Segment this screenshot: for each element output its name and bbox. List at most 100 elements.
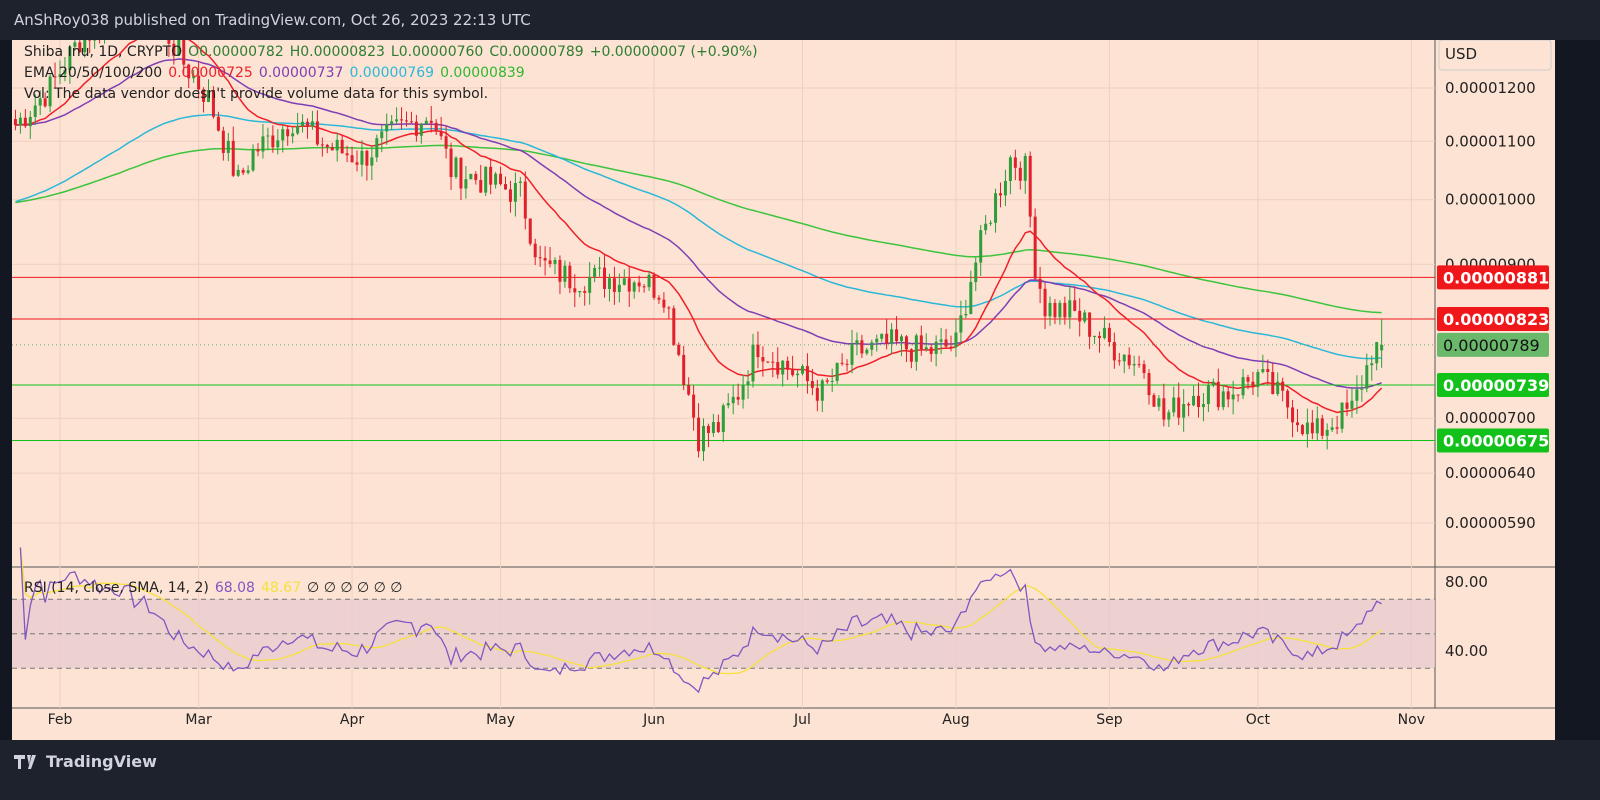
- candle-body: [1023, 155, 1027, 181]
- candle: [964, 299, 968, 319]
- candle: [98, 22, 102, 44]
- candle: [286, 125, 290, 146]
- candle: [776, 347, 780, 379]
- candle: [449, 142, 453, 191]
- rsi-legend: RSI (14, close, SMA, 14, 2) 68.08 48.67 ∅ ∅…: [24, 580, 408, 596]
- candle-body: [325, 144, 329, 148]
- candle-body: [756, 344, 760, 358]
- candle-body: [350, 155, 354, 163]
- candle-body: [246, 170, 250, 173]
- candle: [48, 74, 52, 113]
- candle-body: [1028, 155, 1032, 217]
- candle: [1167, 409, 1171, 427]
- candle: [1360, 375, 1364, 402]
- ema50-line: [15, 58, 1382, 389]
- symbol-name[interactable]: Shiba Inu, 1D, CRYPTO: [24, 44, 183, 60]
- candle-body: [558, 259, 562, 282]
- price-chart[interactable]: Feb Mar Apr May Jun Jul Aug Sep Oct Nov 0.00001200…: [12, 0, 1555, 740]
- candle-body: [786, 360, 790, 370]
- candle-body: [187, 64, 191, 79]
- candle: [18, 112, 22, 134]
- candle: [1083, 309, 1087, 324]
- candle: [1291, 399, 1295, 438]
- candle: [845, 359, 849, 372]
- candle-body: [489, 166, 493, 185]
- candle-body: [177, 39, 181, 56]
- candle-body: [479, 180, 483, 193]
- candle: [489, 158, 493, 195]
- candle: [1192, 385, 1196, 407]
- candle-body: [568, 265, 572, 289]
- candle-body: [226, 140, 230, 153]
- candle: [256, 143, 260, 157]
- candle: [365, 149, 369, 181]
- candle: [1043, 282, 1047, 330]
- candle: [38, 90, 42, 115]
- candle: [508, 180, 512, 213]
- candle: [469, 173, 473, 180]
- rsi-sma-line: [19, 547, 1383, 675]
- candle-body: [791, 369, 795, 376]
- candle: [801, 364, 804, 376]
- candle: [1078, 298, 1082, 337]
- candle: [637, 275, 641, 293]
- candle-body: [974, 262, 978, 283]
- candle-body: [667, 307, 671, 309]
- candle: [538, 245, 542, 267]
- ohlc-open: O0.00000782: [188, 44, 284, 60]
- candle-body: [875, 338, 879, 343]
- candle: [310, 110, 314, 130]
- candle-body: [1043, 288, 1047, 317]
- candle-body: [1330, 427, 1334, 430]
- candle-body: [1003, 180, 1007, 196]
- candle-body: [900, 336, 903, 342]
- candle-body: [1142, 364, 1146, 374]
- candle: [494, 171, 498, 189]
- candle-body: [360, 150, 364, 165]
- candle-body: [914, 335, 918, 362]
- candle: [622, 269, 626, 286]
- rsi-extra: ∅ ∅ ∅ ∅ ∅ ∅: [307, 580, 403, 596]
- candle-body: [211, 89, 215, 117]
- level-tag-bg: [1437, 428, 1549, 453]
- candle: [454, 156, 458, 180]
- candle: [657, 295, 661, 304]
- candle-body: [994, 193, 998, 223]
- candle: [380, 125, 384, 153]
- candle-body: [1201, 404, 1205, 408]
- candle-body: [504, 184, 507, 190]
- candle-body: [731, 396, 735, 404]
- candle-body: [1281, 381, 1285, 391]
- candle: [68, 45, 72, 84]
- candle: [513, 172, 517, 217]
- candle: [771, 352, 775, 378]
- candle: [444, 125, 448, 159]
- candle-body: [1325, 429, 1329, 436]
- candle: [1088, 312, 1092, 350]
- candle: [1350, 388, 1354, 418]
- level-tag-bg: [1437, 307, 1549, 332]
- candle-body: [855, 340, 859, 344]
- candle-body: [405, 120, 408, 122]
- candle: [375, 134, 379, 162]
- ema-label[interactable]: EMA 20/50/100/200: [24, 65, 163, 81]
- candle-body: [73, 42, 77, 47]
- candle-body: [692, 394, 696, 418]
- candle: [796, 370, 800, 388]
- candle-body: [815, 387, 819, 401]
- tradingview-logo[interactable]: TradingView: [14, 752, 157, 771]
- candle: [677, 342, 681, 357]
- candle: [924, 333, 928, 352]
- candle: [28, 110, 32, 139]
- candle-body: [603, 267, 606, 289]
- candle: [202, 87, 206, 113]
- candle: [682, 345, 686, 391]
- x-tick-label: Jul: [793, 712, 811, 728]
- candle-body: [221, 130, 225, 153]
- candle-body: [543, 257, 547, 261]
- candle-body: [657, 297, 661, 300]
- rsi-label[interactable]: RSI (14, close, SMA, 14, 2): [24, 580, 209, 596]
- chart-area[interactable]: Feb Mar Apr May Jun Jul Aug Sep Oct Nov 0.00001200…: [12, 0, 1555, 740]
- candle-body: [1033, 216, 1037, 279]
- publish-info: AnShRoy038 published on TradingView.com,…: [14, 11, 531, 29]
